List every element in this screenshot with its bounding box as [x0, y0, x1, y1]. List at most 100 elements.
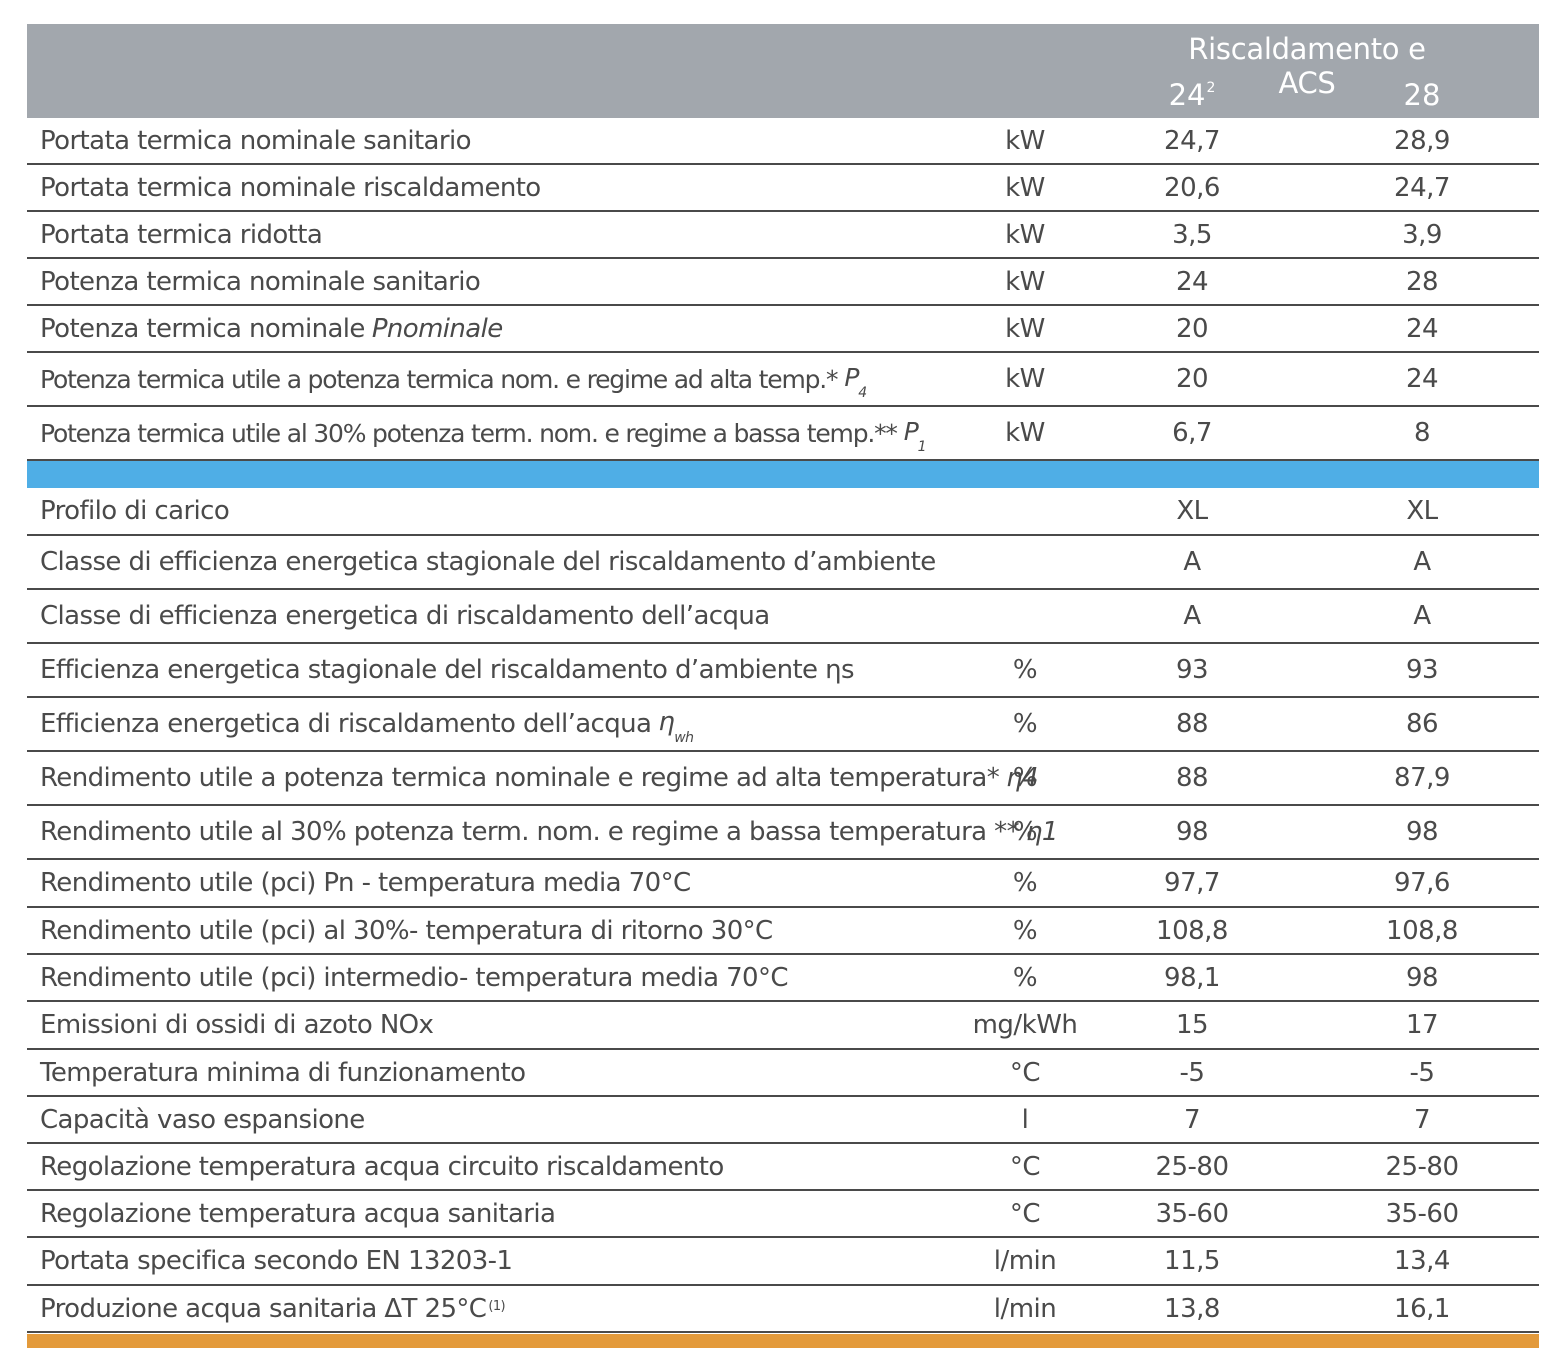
row-unit: kW — [1005, 418, 1045, 448]
row-value-28: 98 — [1405, 817, 1439, 847]
row-value-24: 20,6 — [1164, 172, 1220, 203]
row-value-24: A — [1183, 547, 1201, 577]
row-value-24: 6,7 — [1172, 418, 1212, 448]
spec-table: Riscaldamento e ACS 242 28 Portata termi… — [27, 24, 1539, 1333]
table-row: Rendimento utile (pci) Pn - temperatura … — [27, 860, 1539, 908]
row-value-24: 13,8 — [1164, 1293, 1220, 1324]
row-unit: kW — [1005, 313, 1045, 344]
row-value-28: A — [1413, 547, 1431, 577]
table-row: Emissioni di ossidi di azoto NOx mg/kWh 15… — [27, 1002, 1539, 1050]
row-label-text: Regolazione temperatura acqua sanitaria — [40, 1198, 556, 1229]
row-value-24: 3,5 — [1172, 219, 1212, 250]
row-label: Rendimento utile (pci) al 30%- temperatu… — [40, 908, 773, 953]
row-value-24: -5 — [1179, 1057, 1205, 1088]
section-divider — [27, 461, 1539, 488]
table-header: Riscaldamento e ACS 242 28 — [27, 24, 1539, 118]
row-unit: °C — [1009, 1057, 1041, 1088]
row-value-24: 88 — [1175, 763, 1209, 793]
row-value-24: 108,8 — [1156, 915, 1228, 946]
row-unit: °C — [1009, 1198, 1041, 1229]
row-label-text: Profilo di carico — [40, 496, 230, 526]
row-label: Potenza termica nominale sanitario — [40, 259, 481, 304]
row-unit: % — [1012, 817, 1038, 847]
row-unit: l/min — [993, 1293, 1057, 1324]
row-value-28: -5 — [1409, 1057, 1435, 1088]
table-row: Rendimento utile a potenza termica nomin… — [27, 752, 1539, 806]
row-value-28: 24 — [1405, 364, 1439, 394]
row-unit — [957, 488, 1093, 534]
row-value-28: 28,9 — [1394, 125, 1450, 156]
row-label: Regolazione temperatura acqua sanitaria — [40, 1191, 556, 1236]
row-value-24: 88 — [1175, 709, 1209, 739]
row-label-text: Portata specifica secondo EN 13203-1 — [40, 1246, 513, 1276]
row-value-28: 98 — [1405, 962, 1439, 993]
row-label: Classe di efficienza energetica stagiona… — [40, 536, 936, 588]
row-value-28: 35-60 — [1385, 1198, 1459, 1229]
row-label: Efficienza energetica stagionale del ris… — [40, 644, 855, 696]
row-label: Regolazione temperatura acqua circuito r… — [40, 1144, 724, 1189]
row-footnote: (1) — [488, 1299, 505, 1314]
row-label-text: Rendimento utile (pci) intermedio- tempe… — [40, 962, 789, 993]
row-unit: % — [1012, 763, 1038, 793]
row-label-text: Capacità vaso espansione — [40, 1104, 365, 1135]
table-row: Efficienza energetica stagionale del ris… — [27, 644, 1539, 698]
row-value-24: 7 — [1183, 1104, 1201, 1135]
row-symbol: Pnominale — [372, 314, 503, 344]
row-label-text: Regolazione temperatura acqua circuito r… — [40, 1151, 724, 1182]
table-row: Potenza termica nominale Pnominale kW 20 24 — [27, 306, 1539, 353]
model-28-header: 28 — [1403, 78, 1441, 112]
row-label: Rendimento utile (pci) Pn - temperatura … — [40, 860, 691, 906]
row-value-28: 93 — [1405, 655, 1439, 685]
row-value-24: 20 — [1175, 313, 1209, 344]
row-unit — [957, 536, 1093, 588]
row-symbol-text: P — [844, 362, 859, 392]
section-power: Portata termica nominale sanitario kW 24,7… — [27, 118, 1539, 461]
row-value-24: 20 — [1175, 364, 1209, 394]
table-row: Classe di efficienza energetica stagiona… — [27, 536, 1539, 590]
row-label-text: Potenza termica nominale sanitario — [40, 266, 481, 297]
row-label: Rendimento utile a potenza termica nomin… — [40, 752, 1039, 804]
bottom-band — [27, 1334, 1539, 1348]
row-label: Emissioni di ossidi di azoto NOx — [40, 1002, 434, 1048]
row-label-text: Classe di efficienza energetica di risca… — [40, 601, 770, 631]
row-value-28: 13,4 — [1394, 1246, 1450, 1276]
table-row: Potenza termica utile a potenza termica … — [27, 353, 1539, 407]
row-symbol-sub: 1 — [917, 438, 927, 455]
row-label: Produzione acqua sanitaria ΔT 25°C (1) — [40, 1286, 506, 1331]
row-unit: kW — [1005, 364, 1045, 394]
row-unit: % — [1012, 915, 1038, 946]
row-value-28: 24,7 — [1394, 172, 1450, 203]
row-symbol-text: η1 — [1025, 817, 1058, 847]
row-label-text: Produzione acqua sanitaria ΔT 25°C — [40, 1293, 487, 1324]
table-row: Portata specifica secondo EN 13203-1 l/mi… — [27, 1238, 1539, 1286]
table-row: Profilo di carico XL XL — [27, 488, 1539, 536]
row-label: Rendimento utile al 30% potenza term. no… — [40, 806, 1058, 858]
row-value-24: 15 — [1175, 1010, 1209, 1040]
row-value-28: 17 — [1405, 1010, 1439, 1040]
row-label-text: Temperatura minima di funzionamento — [40, 1057, 526, 1088]
row-unit: % — [1012, 868, 1038, 898]
row-label: Potenza termica utile a potenza termica … — [40, 353, 867, 405]
row-label-text: Classe di efficienza energetica stagiona… — [40, 547, 936, 577]
row-value-24: 35-60 — [1155, 1198, 1229, 1229]
row-label-text: Potenza termica utile al 30% potenza ter… — [40, 418, 898, 448]
row-label: Potenza termica utile al 30% potenza ter… — [40, 407, 927, 459]
row-unit — [957, 590, 1093, 642]
table-row: Rendimento utile (pci) intermedio- tempe… — [27, 955, 1539, 1002]
row-label-text: Potenza termica utile a potenza termica … — [40, 364, 839, 394]
table-row: Portata termica nominale riscaldamento kW… — [27, 165, 1539, 212]
row-value-28: A — [1413, 601, 1431, 631]
row-unit: % — [1012, 709, 1038, 739]
row-value-28: 28 — [1405, 266, 1439, 297]
model-24-header: 242 — [1117, 78, 1267, 112]
row-unit: mg/kWh — [972, 1010, 1078, 1040]
row-value-28: 87,9 — [1394, 763, 1450, 793]
row-label: Potenza termica nominale Pnominale — [40, 306, 503, 351]
row-value-28: 24 — [1405, 313, 1439, 344]
row-symbol: η1 — [1026, 817, 1058, 847]
row-unit: l — [1021, 1104, 1029, 1135]
row-value-24: XL — [1176, 496, 1208, 526]
table-row: Portata termica ridotta kW 3,5 3,9 — [27, 212, 1539, 259]
row-value-24: 24 — [1175, 266, 1209, 297]
row-symbol-text: η4 — [1006, 763, 1038, 793]
